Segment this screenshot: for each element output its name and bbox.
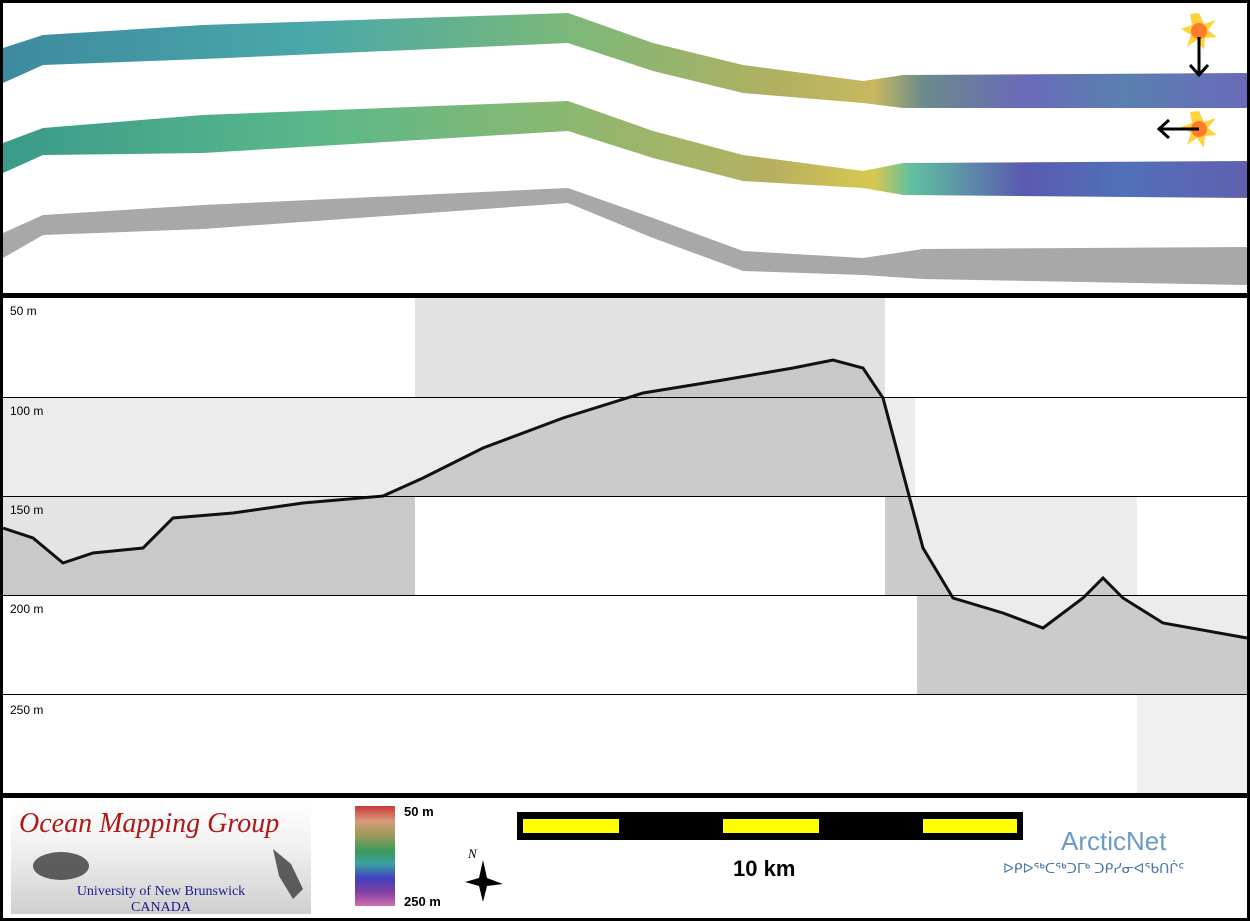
arcticnet-logo: ArcticNet [1061, 826, 1167, 856]
arrow-left-icon [1156, 118, 1199, 140]
swath-panel [3, 3, 1247, 293]
scale-segment [723, 819, 819, 833]
scale-segment [923, 819, 1017, 833]
compass-icon [465, 860, 503, 902]
profile-section [3, 298, 1247, 793]
depth-label-50: 50 m [10, 304, 37, 318]
depth-colorbar [355, 806, 395, 906]
depth-label-250: 250 m [10, 703, 44, 717]
depth-gridline [3, 595, 1247, 596]
arcticnet-syllabics: ᐅᑭᐅᖅᑕᖅᑐᒥᒃ ᑐᑭᓯᓂᐊᖃᑎᒌᑦ [1003, 860, 1185, 876]
logo-university: University of New Brunswick [76, 884, 246, 899]
profile-panel: 50 m 100 m 150 m 200 m 250 m [3, 298, 1247, 793]
scale-label: 10 km [733, 856, 796, 881]
swath-strip-1 [3, 13, 1247, 108]
swath-map [3, 13, 1247, 285]
compass-north-label: N [468, 846, 477, 861]
depth-gridline [3, 694, 1247, 695]
colorbar-bottom-label: 250 m [404, 894, 441, 909]
depth-label-100: 100 m [10, 404, 44, 418]
scale-segment [523, 819, 619, 833]
logo-title: Ocean Mapping Group [19, 808, 280, 839]
depth-label-200: 200 m [10, 602, 44, 616]
arrow-down-icon [1188, 37, 1210, 78]
colorbar-top-label: 50 m [404, 804, 434, 819]
logo-country: CANADA [131, 900, 191, 914]
depth-label-150: 150 m [10, 503, 44, 517]
scale-bar [517, 812, 1023, 840]
depth-gridline [3, 397, 1247, 398]
depth-gridline [3, 496, 1247, 497]
legend-panel: Ocean Mapping Group University of New Br… [3, 798, 1247, 918]
logo-graphic [33, 849, 303, 899]
sun-icon [1181, 13, 1217, 50]
omg-logo: Ocean Mapping Group University of New Br… [11, 804, 311, 914]
seafloor-line [3, 358, 1247, 640]
swath-strip-2 [3, 101, 1247, 198]
swath-strip-3 [3, 188, 1247, 285]
